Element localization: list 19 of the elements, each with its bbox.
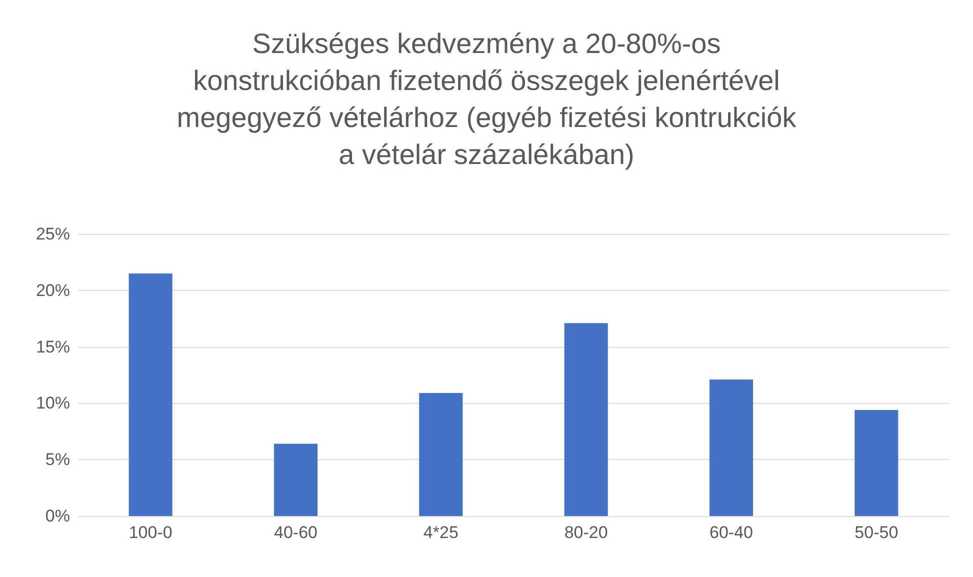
y-tick-label: 25% (36, 224, 70, 244)
x-tick-label: 50-50 (854, 523, 898, 542)
x-tick-label: 80-20 (564, 523, 608, 542)
bar (419, 393, 463, 516)
y-tick-label: 15% (36, 337, 70, 356)
y-tick-label: 20% (36, 280, 70, 300)
x-tick-label: 60-40 (710, 523, 753, 542)
x-tick-label: 100-0 (128, 523, 172, 542)
chart-title: Szükséges kedvezmény a 20-80%-os konstrukcióban fizetendő összegek jelenértével megegyező vételárhoz (egyéb fizetési kontrukciók a vételár százalékában) (176, 28, 798, 170)
x-tick-label: 40-60 (274, 523, 318, 542)
bar (854, 410, 898, 516)
y-tick-label: 10% (36, 394, 70, 413)
bar (274, 444, 318, 516)
y-tick-label: 0% (45, 506, 70, 526)
bar (709, 380, 754, 516)
x-tick-label: 4*25 (423, 523, 458, 542)
bar (564, 323, 608, 516)
bar (128, 273, 172, 516)
y-tick-label: 5% (45, 450, 70, 470)
